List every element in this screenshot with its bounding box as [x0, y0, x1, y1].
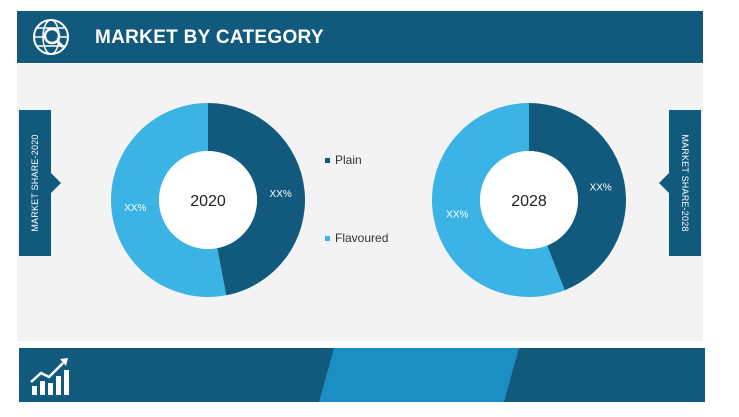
legend-label-plain: Plain — [335, 153, 362, 167]
market-share-2028-label: MARKET SHARE-2028 — [680, 134, 690, 232]
slice-label-flavoured: XX% — [124, 203, 146, 214]
slice-label-flavoured: XX% — [446, 210, 468, 221]
donut-slice-flavoured — [111, 103, 227, 297]
growth-chart-icon — [30, 358, 69, 395]
donut-chart-2020: XX% XX% 2020 — [108, 100, 308, 300]
market-share-2020-tab: MARKET SHARE-2020 — [19, 110, 61, 256]
footer-accent — [319, 348, 519, 402]
donut-slice-plain — [208, 103, 306, 296]
legend-label-flavoured: Flavoured — [335, 231, 389, 245]
market-share-2028-tab: MARKET SHARE-2028 — [659, 110, 701, 256]
legend-swatch-plain — [325, 158, 330, 164]
globe-search-icon — [33, 19, 69, 55]
legend-swatch-flavoured — [325, 236, 330, 242]
slice-label-plain: XX% — [590, 182, 612, 193]
footer-bar — [19, 348, 705, 402]
market-share-2020-label: MARKET SHARE-2020 — [30, 134, 40, 232]
donut-svg: XX% XX% 2028 — [432, 103, 627, 297]
donut-chart-2028: XX% XX% 2028 — [429, 100, 629, 300]
legend-item-plain: Plain — [325, 153, 362, 167]
header-bar: MARKET BY CATEGORY — [17, 11, 703, 63]
legend-item-flavoured: Flavoured — [325, 231, 388, 245]
page-title: MARKET BY CATEGORY — [95, 27, 324, 48]
donut-slice-flavoured — [432, 103, 565, 297]
donut-hole — [480, 151, 578, 249]
donut-center-year: 2020 — [190, 193, 226, 210]
donut-slice-plain — [529, 103, 627, 291]
slice-label-plain: XX% — [270, 189, 292, 200]
donut-center-year: 2028 — [511, 193, 547, 210]
donut-svg: XX% XX% 2020 — [111, 103, 306, 297]
donut-hole — [159, 151, 257, 249]
